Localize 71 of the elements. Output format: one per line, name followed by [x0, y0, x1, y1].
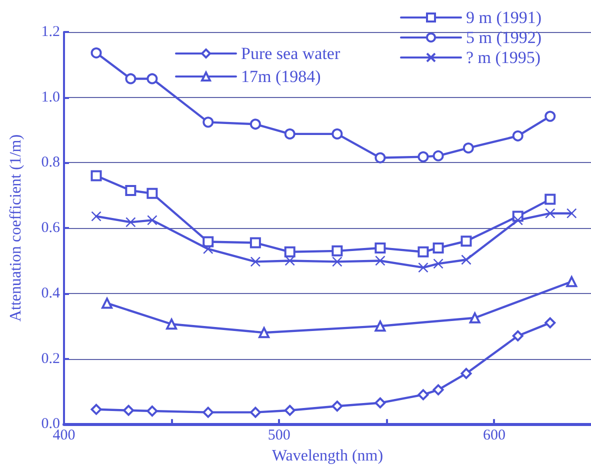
point [146, 188, 158, 199]
point [462, 142, 474, 154]
point [566, 276, 578, 288]
point [432, 242, 444, 254]
point [90, 404, 102, 415]
legend-label: ? m (1995) [466, 48, 541, 67]
legend-label: 17m (1984) [241, 67, 321, 86]
point [418, 389, 429, 400]
point [512, 130, 524, 142]
point [250, 118, 261, 130]
point [512, 330, 524, 342]
point [418, 151, 429, 162]
point [374, 397, 386, 408]
x-tick-label: 600 [482, 428, 506, 444]
point [147, 215, 158, 226]
point [432, 150, 444, 162]
point [332, 245, 343, 256]
point [460, 236, 472, 247]
point [433, 258, 444, 269]
point [460, 368, 472, 379]
point [332, 128, 343, 140]
point [90, 47, 102, 58]
legend-label: 9 m (1991) [466, 8, 542, 27]
point [250, 406, 261, 418]
point [284, 256, 296, 266]
point [284, 246, 296, 258]
y-tick-label: 0.4 [41, 285, 60, 302]
point [146, 73, 158, 84]
point [126, 217, 136, 228]
point [90, 170, 102, 182]
point [512, 215, 524, 226]
point [544, 110, 556, 122]
y-tick-label: 0.6 [41, 220, 60, 236]
point [375, 256, 386, 266]
point [123, 404, 134, 416]
legend-label: Pure sea water [241, 44, 340, 63]
point [469, 312, 480, 324]
point [202, 406, 214, 418]
point [258, 327, 270, 338]
point [374, 242, 386, 254]
y-axis-title: Attenuation coefficient (1/m) [8, 134, 24, 322]
x-axis-title: Wavelength (nm) [272, 448, 384, 464]
point [125, 184, 136, 196]
y-tick-label: 1.0 [41, 89, 60, 106]
point [332, 400, 343, 412]
point [432, 384, 444, 396]
point [461, 254, 472, 265]
point [544, 194, 556, 205]
point [374, 152, 386, 164]
point [418, 246, 429, 258]
point [202, 116, 214, 128]
point [284, 404, 296, 416]
point [202, 236, 214, 248]
point [250, 237, 261, 248]
y-tick-label: 1.2 [41, 24, 60, 40]
point [125, 73, 136, 84]
x-tick-label: 500 [268, 428, 290, 444]
point [284, 128, 296, 140]
point [166, 318, 178, 330]
point [146, 406, 158, 417]
point [418, 262, 428, 273]
y-tick-label: 0.2 [41, 350, 60, 367]
legend-label: 5 m (1992) [466, 28, 542, 47]
point [544, 208, 556, 218]
point [102, 298, 113, 309]
point [332, 256, 342, 267]
y-tick-label: 0.8 [41, 154, 60, 171]
point [544, 317, 556, 328]
point [374, 320, 386, 332]
point [250, 256, 261, 267]
point [202, 244, 214, 254]
